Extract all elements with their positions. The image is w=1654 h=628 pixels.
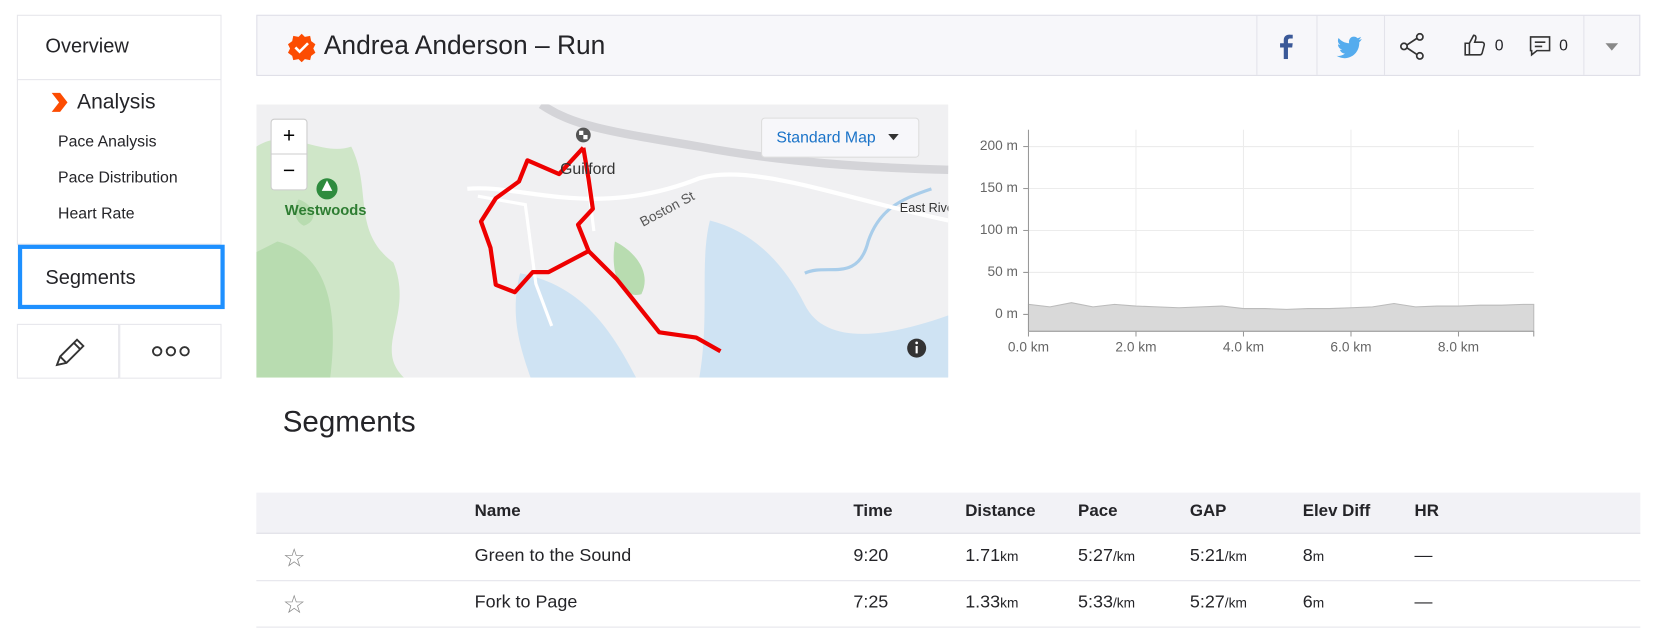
column-header: HR xyxy=(1414,502,1439,521)
table-cell: 5:27/km xyxy=(1078,545,1136,566)
unit: /km xyxy=(1224,594,1247,611)
twitter-button[interactable] xyxy=(1335,36,1362,59)
activity-header: Andrea Anderson – Run 0 0 xyxy=(256,14,1641,76)
nav-segments[interactable]: Segments xyxy=(17,244,225,310)
table-cell: — xyxy=(1414,591,1433,612)
table-cell: 1.33km xyxy=(965,591,1019,612)
dropdown-button[interactable] xyxy=(1604,42,1619,51)
nav-label: Overview xyxy=(45,35,129,59)
table-cell: 5:33/km xyxy=(1078,591,1136,612)
x-tick-label: 6.0 km xyxy=(1330,340,1371,355)
row-divider xyxy=(256,626,1641,628)
unit: m xyxy=(1312,594,1325,611)
comment-button[interactable] xyxy=(1528,35,1551,58)
edit-button[interactable] xyxy=(16,323,120,379)
unit: m xyxy=(1312,548,1325,565)
y-tick-label: 200 m xyxy=(980,138,1018,153)
map-type-button[interactable]: Standard Map xyxy=(776,129,876,146)
pencil-icon xyxy=(55,338,85,367)
kudos-button[interactable] xyxy=(1463,34,1486,57)
table-header xyxy=(256,492,1641,534)
zoom-in[interactable]: + xyxy=(283,125,295,148)
elevation-chart: 0 m 50 m 100 m 150 m 200 m 0.0 km 2.0 km 4.0 km… xyxy=(980,129,1535,355)
x-tick-label: 4.0 km xyxy=(1223,340,1264,355)
kudos-count: 0 xyxy=(1494,36,1504,55)
section-title: Segments xyxy=(282,405,416,438)
nav-sub[interactable]: Pace Analysis xyxy=(58,132,157,151)
unit: /km xyxy=(1112,548,1136,565)
column-header: Time xyxy=(853,502,893,521)
unit: km xyxy=(1000,548,1019,565)
unit: /km xyxy=(1112,594,1136,611)
x-tick-label: 8.0 km xyxy=(1438,340,1479,355)
column-header: Elev Diff xyxy=(1302,502,1371,521)
column-header: Pace xyxy=(1078,502,1118,521)
y-tick-label: 150 m xyxy=(980,180,1018,195)
table-cell: — xyxy=(1414,545,1433,566)
nav-overview[interactable]: Overview xyxy=(16,14,222,81)
chevron-icon xyxy=(51,92,68,112)
facebook-button[interactable] xyxy=(1275,34,1296,60)
table-cell: 1.71km xyxy=(965,545,1019,566)
more-button[interactable] xyxy=(119,323,222,379)
table-cell: 7:25 xyxy=(853,591,889,612)
badge-icon xyxy=(287,33,316,63)
table-cell: 5:27/km xyxy=(1189,591,1247,612)
column-header: GAP xyxy=(1189,502,1227,521)
table-cell: 5:21/km xyxy=(1189,545,1247,566)
nav-label: Segments xyxy=(45,266,136,290)
map-label: Guilford xyxy=(560,161,615,178)
unit: /km xyxy=(1224,548,1247,565)
star-button[interactable]: ☆ xyxy=(282,590,306,620)
table-cell: 8m xyxy=(1302,545,1325,566)
activity-title: Andrea Anderson – Run xyxy=(323,30,606,61)
elevation-area xyxy=(1027,302,1535,332)
row-divider xyxy=(256,580,1641,582)
column-header: Name xyxy=(474,502,521,521)
map-label: East Rive xyxy=(900,201,949,215)
y-tick-label: 100 m xyxy=(980,222,1018,237)
x-tick-label: 0.0 km xyxy=(1008,340,1049,355)
table-cell: 9:20 xyxy=(853,545,889,566)
table-cell: Green to the Sound xyxy=(474,545,632,566)
nav-label[interactable]: Analysis xyxy=(77,90,156,114)
share-button[interactable] xyxy=(1399,32,1426,60)
y-tick-label: 0 m xyxy=(995,306,1018,321)
map[interactable]: Guilford Westwoods Boston St East Rive +… xyxy=(256,104,949,378)
column-header: Distance xyxy=(965,502,1036,521)
table-cell: Fork to Page xyxy=(474,591,578,612)
dots-icon xyxy=(152,346,190,357)
unit: km xyxy=(1000,594,1019,611)
comment-count: 0 xyxy=(1559,36,1568,55)
nav-sub[interactable]: Pace Distribution xyxy=(58,168,178,187)
nav-sub[interactable]: Heart Rate xyxy=(58,204,135,223)
star-button[interactable]: ☆ xyxy=(282,544,306,573)
map-label: Westwoods xyxy=(285,203,367,219)
table-cell: 6m xyxy=(1302,591,1325,612)
x-tick-label: 2.0 km xyxy=(1115,340,1156,355)
y-tick-label: 50 m xyxy=(987,264,1017,279)
nav-analysis-group: Analysis Pace Analysis Pace Distribution… xyxy=(16,79,222,245)
zoom-out[interactable]: − xyxy=(283,160,295,183)
